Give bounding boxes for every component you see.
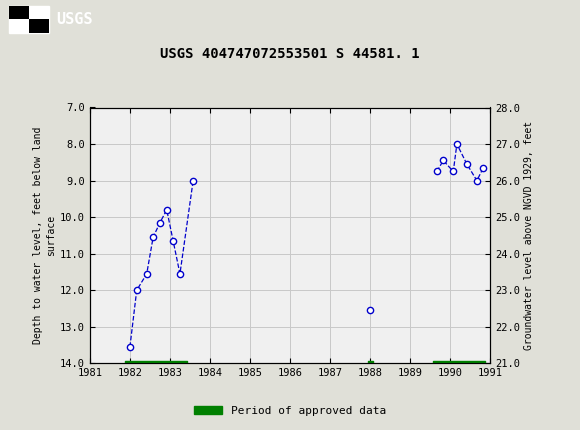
Y-axis label: Depth to water level, feet below land
surface: Depth to water level, feet below land su… bbox=[32, 127, 56, 344]
Text: USGS: USGS bbox=[56, 12, 93, 27]
Text: USGS 404747072553501 S 44581. 1: USGS 404747072553501 S 44581. 1 bbox=[160, 47, 420, 61]
Legend: Period of approved data: Period of approved data bbox=[190, 401, 390, 420]
FancyBboxPatch shape bbox=[29, 19, 49, 33]
Y-axis label: Groundwater level above NGVD 1929, feet: Groundwater level above NGVD 1929, feet bbox=[524, 121, 534, 350]
FancyBboxPatch shape bbox=[9, 6, 29, 19]
FancyBboxPatch shape bbox=[9, 6, 49, 33]
